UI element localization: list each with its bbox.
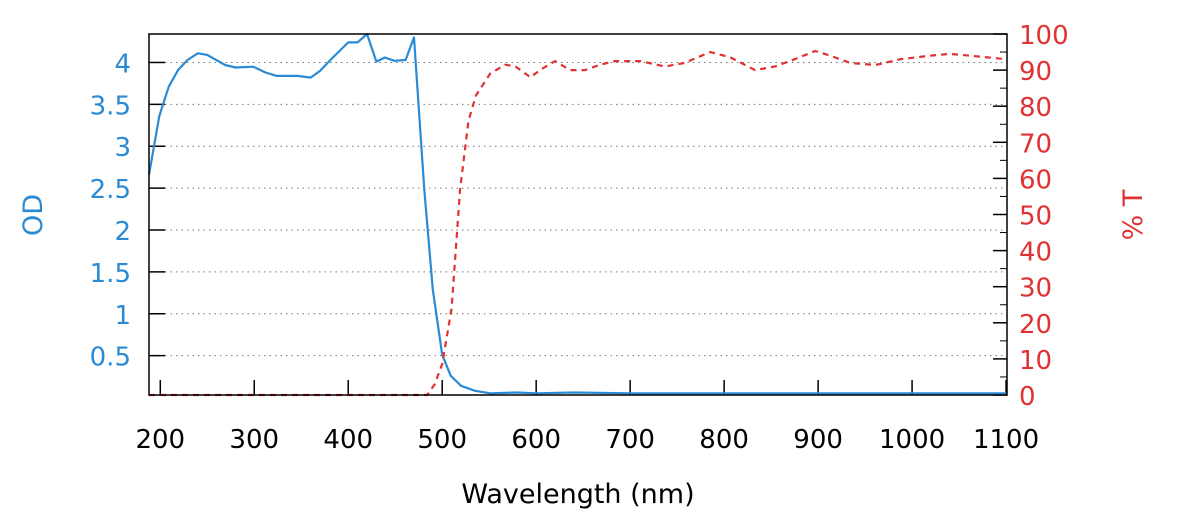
y-right-tick-label: 70 — [1019, 129, 1052, 159]
x-tick-label: 800 — [699, 425, 749, 455]
y-left-tick-label: 2.5 — [90, 175, 131, 205]
x-tick-label: 600 — [511, 425, 561, 455]
plot-frame — [148, 33, 1008, 396]
y-left-axis-label: OD — [18, 194, 49, 236]
y-right-tick-label: 60 — [1019, 165, 1052, 195]
y-right-axis-label: % T — [1118, 189, 1149, 240]
y-right-tick-label: 50 — [1019, 202, 1052, 232]
y-left-tick-label: 1 — [114, 301, 131, 331]
x-tick-label: 1000 — [879, 425, 945, 455]
gridlines — [165, 61, 1007, 357]
x-axis-label: Wavelength (nm) — [461, 479, 694, 510]
y-right-tick-label: 10 — [1019, 346, 1052, 376]
x-tick-label: 400 — [323, 425, 373, 455]
x-tick-label: 900 — [793, 425, 843, 455]
y-left-tick-label: 2 — [114, 217, 131, 247]
y-left-tick-label: 1.5 — [90, 259, 131, 289]
y-right-tick-label: 100 — [1019, 21, 1069, 51]
od-series-line — [147, 32, 1007, 395]
x-tick-label: 1100 — [973, 425, 1039, 455]
series-lines — [147, 32, 1008, 397]
y-left-tick-label: 3 — [114, 133, 131, 163]
y-right-tick-label: 0 — [1019, 382, 1036, 412]
transmission-series-line — [149, 49, 1008, 397]
y-left-tick-label: 0.5 — [90, 343, 131, 373]
y-left-tick-label: 4 — [114, 49, 131, 79]
x-tick-label: 200 — [135, 425, 185, 455]
y-left-tick-label: 3.5 — [90, 91, 131, 121]
x-tick-label: 300 — [229, 425, 279, 455]
y-right-tick-label: 80 — [1019, 93, 1052, 123]
y-right-tick-label: 40 — [1019, 238, 1052, 268]
axis-ticks — [149, 33, 1007, 396]
y-right-tick-label: 90 — [1019, 57, 1052, 87]
y-right-tick-label: 30 — [1019, 274, 1052, 304]
y-right-tick-label: 20 — [1019, 310, 1052, 340]
x-tick-label: 700 — [605, 425, 655, 455]
x-tick-label: 500 — [417, 425, 467, 455]
